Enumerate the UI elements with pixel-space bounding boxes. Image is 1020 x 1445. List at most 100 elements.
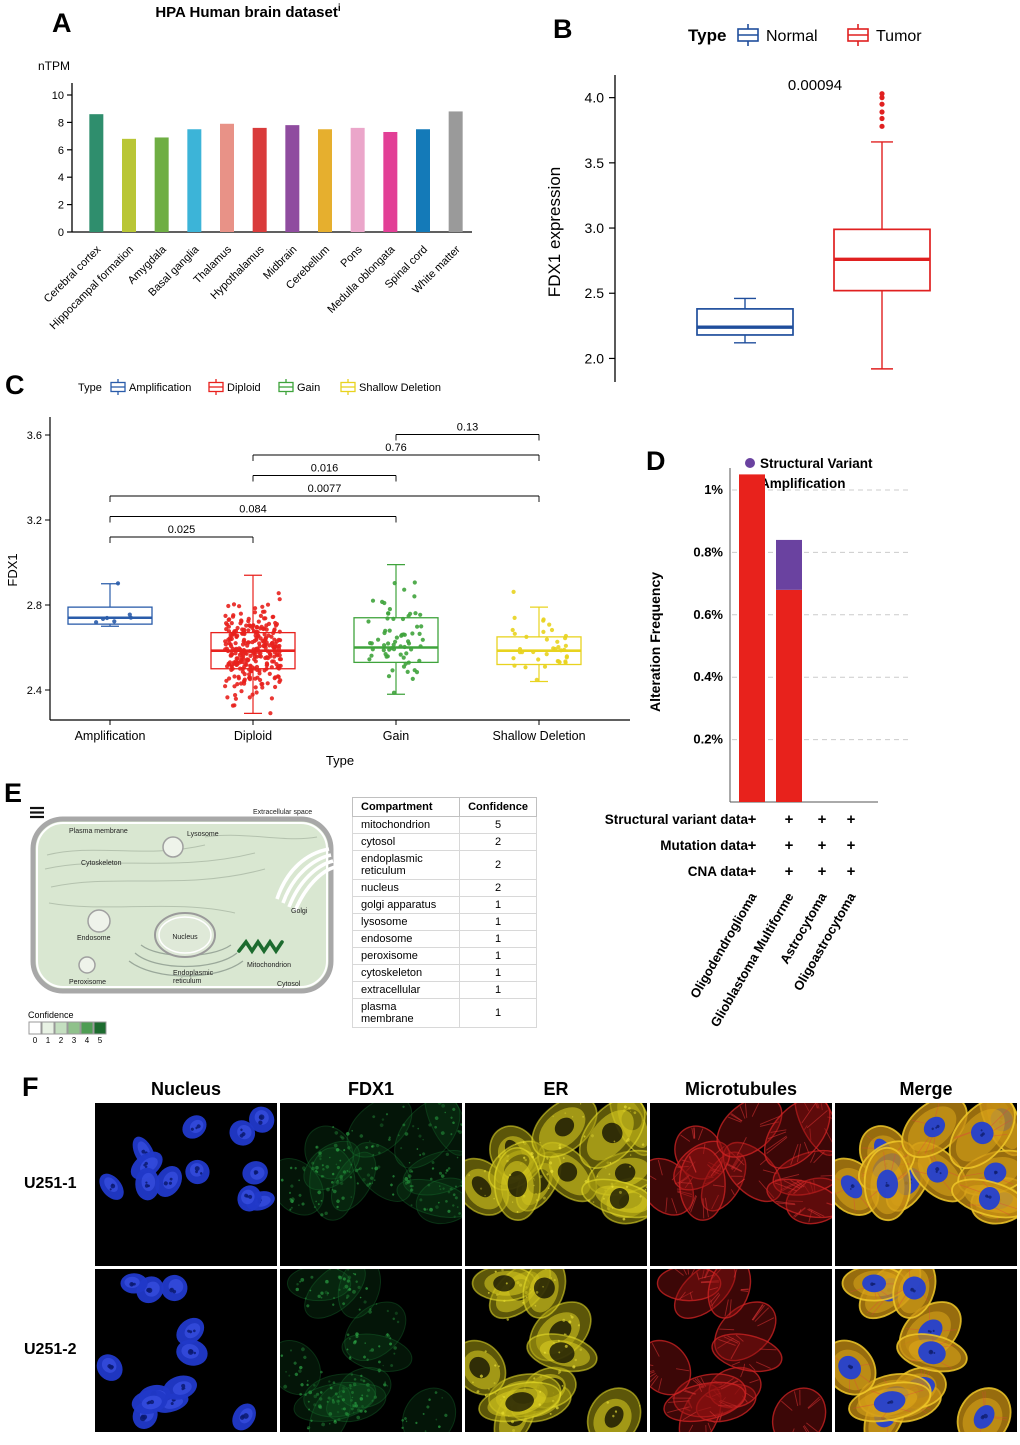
outlier-point: [879, 91, 885, 97]
bar-White matter: [448, 111, 463, 232]
svg-text:1: 1: [46, 1036, 51, 1045]
svg-text:3.2: 3.2: [27, 515, 42, 527]
column-header-nucleus: Nucleus: [150, 1079, 222, 1099]
data-flag: +: [847, 837, 856, 854]
panel-b-letter: B: [553, 14, 573, 44]
cytoskeleton-shape: [46, 844, 206, 856]
data-flag: +: [847, 863, 856, 880]
confidence-legend-title: Confidence: [28, 1010, 74, 1020]
confidence-value: 1: [459, 947, 537, 965]
cytoskeleton-shape: [204, 834, 318, 840]
confidence-legend: Confidence 0 1 2 3 4 5: [28, 1010, 138, 1052]
micrograph-U251-1-ER: [465, 1103, 647, 1266]
bar-structural-variant-Glioblastoma Multiforme: [776, 539, 802, 590]
micrograph-U251-1-Microtubules: [650, 1103, 832, 1266]
compartment-name: peroxisome: [351, 947, 461, 965]
svg-text:3: 3: [72, 1036, 77, 1045]
micrograph-U251-1-Nucleus: [95, 1103, 277, 1266]
data-flag: +: [748, 863, 757, 880]
svg-text:0.6%: 0.6%: [693, 607, 723, 622]
cytoskeleton-shape: [48, 902, 236, 914]
cna-boxplot: Type Amplification Diploid Gain Shallow Dele…: [5, 379, 630, 768]
micrograph-svg: [650, 1103, 832, 1266]
compartment-row: lysosome 1: [351, 913, 537, 931]
lysosome-shape: [162, 836, 184, 858]
data-row-label: Mutation data: [660, 838, 748, 853]
column-header-merge: Merge: [899, 1079, 953, 1099]
confidence-value: 1: [459, 964, 537, 982]
confidence-value: 1: [459, 930, 537, 948]
micrograph-U251-1-FDX1: [280, 1103, 462, 1266]
brain-bar-chart: HPA Human brain dataseti nTPM 0 2 4 6 8 10 Cereb…: [38, 3, 472, 332]
outlier-point: [879, 95, 885, 101]
micrograph-U251-1-Merge: [835, 1103, 1017, 1266]
bar-Basal ganglia: [187, 129, 202, 232]
compartment-name: cytoskeleton: [351, 964, 461, 982]
confidence-value: 2: [459, 850, 537, 880]
bar-Midbrain: [285, 125, 300, 232]
micrograph-svg: [95, 1269, 277, 1432]
compartment-row: cytoskeleton 1: [351, 964, 537, 982]
plasma-membrane-shape: [30, 816, 334, 994]
micrograph-U251-2-FDX1: [280, 1269, 462, 1432]
bar-Hippocampal formation: [122, 138, 136, 232]
pvalue: 0.00094: [788, 77, 842, 94]
diagram-label: Plasma membrane: [69, 828, 128, 835]
data-flag: +: [785, 811, 794, 828]
panel-a-bar-chart: HPA Human brain dataseti nTPM 0 2 4 6 8 10 Cereb…: [0, 0, 510, 375]
compartment-row: nucleus 2: [351, 879, 537, 897]
svg-text:6: 6: [58, 145, 64, 157]
compartment-name: nucleus: [351, 879, 461, 897]
cancer-type-label: Oligodendroglioma: [687, 889, 760, 1000]
svg-text:5: 5: [98, 1036, 103, 1045]
compartment-row: endoplasmic reticulum 2: [351, 850, 537, 880]
pvalue-bracket-label: 0.76: [385, 442, 406, 454]
outlier-point: [879, 123, 885, 129]
confidence-value: 1: [459, 981, 537, 999]
panel-d-stacked-bar: Structural Variant Amplification Alteratio…: [560, 450, 1020, 1050]
diagram-label: Peroxisome: [69, 979, 106, 986]
svg-text:Shallow Deletion: Shallow Deletion: [359, 382, 441, 394]
micrograph-svg: [465, 1269, 647, 1432]
confidence-value: 1: [459, 998, 537, 1028]
compartment-col-header: Compartment: [351, 797, 461, 817]
legend-normal-label: Normal: [766, 28, 818, 45]
data-flag: +: [818, 837, 827, 854]
svg-text:3.5: 3.5: [585, 155, 605, 171]
compartment-row: golgi apparatus 1: [351, 896, 537, 914]
panel-b-boxplot: Type Normal Tumor 2.0 2.5 3.0 3.5 4.0 FDX1 expre…: [530, 0, 1020, 410]
panel-d-ylabel: Alteration Frequency: [647, 572, 663, 712]
data-flag: +: [818, 811, 827, 828]
compartment-row: endosome 1: [351, 930, 537, 948]
svg-text:2: 2: [59, 1036, 64, 1045]
panel-f-letter: F: [22, 1072, 39, 1102]
confidence-value: 2: [459, 879, 537, 897]
micrograph-U251-2-Nucleus: [95, 1269, 277, 1432]
diagram-label: Endosome: [77, 935, 111, 942]
data-row-label: Structural variant data: [605, 812, 749, 827]
confidence-value: 5: [459, 816, 537, 834]
svg-text:2: 2: [58, 200, 64, 212]
confidence-value: 2: [459, 833, 537, 851]
compartment-table-header-row: Compartment Confidence: [351, 797, 537, 817]
nucleus-shape: [154, 912, 216, 958]
pvalue-bracket-label: 0.025: [168, 524, 196, 536]
svg-text:3.6: 3.6: [27, 430, 42, 442]
confidence-value: 1: [459, 913, 537, 931]
diagram-label: Golgi: [291, 908, 308, 915]
panel-e-letter: E: [4, 778, 23, 808]
bar-amplification-Glioblastoma Multiforme: [776, 589, 802, 802]
compartment-name: endosome: [351, 930, 461, 948]
confidence-swatch-1: [41, 1021, 55, 1035]
compartment-name: cytosol: [351, 833, 461, 851]
svg-text:Amplification: Amplification: [75, 729, 146, 743]
cell-diagram-svg: Plasma membrane Extracellular space Lysoso…: [30, 806, 336, 994]
panel-a-title: HPA Human brain dataseti: [155, 3, 341, 21]
svg-text:2.5: 2.5: [585, 285, 605, 301]
golgi-shape: [275, 847, 330, 900]
panel-b-ylabel: FDX1 expression: [545, 167, 564, 297]
diagram-label: Cytosol: [277, 981, 301, 988]
panel-a-ylabel: nTPM: [38, 59, 70, 73]
svg-text:4: 4: [85, 1036, 90, 1045]
svg-text:0.2%: 0.2%: [693, 732, 723, 747]
